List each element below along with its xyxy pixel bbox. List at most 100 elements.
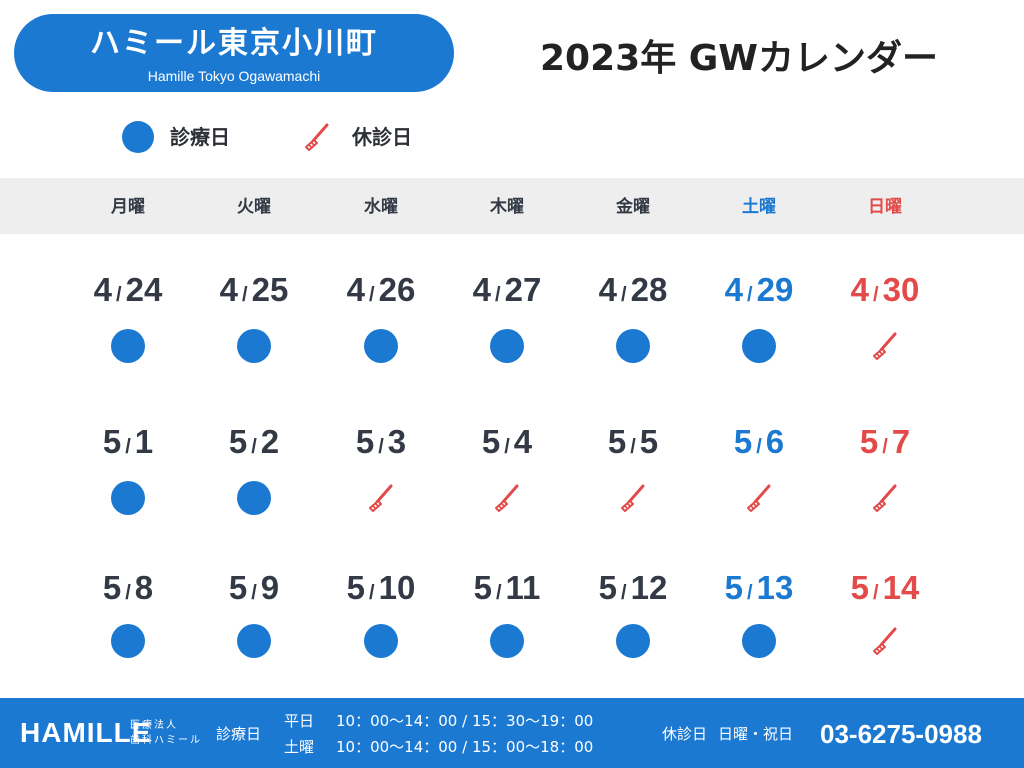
date-separator: / (369, 284, 375, 306)
calendar-date: 4/25 (189, 270, 319, 315)
date-day: 30 (882, 271, 920, 308)
open-day-dot-icon (237, 624, 271, 658)
date-month: 5 (598, 569, 618, 606)
open-day-dot-icon (616, 329, 650, 363)
calendar-date: 5/12 (568, 568, 698, 613)
date-day: 26 (378, 271, 416, 308)
date-separator: / (378, 436, 384, 458)
calendar-date: 5/10 (316, 568, 446, 613)
toothbrush-icon (369, 484, 393, 512)
date-separator: / (251, 436, 257, 458)
date-month: 5 (481, 423, 501, 460)
open-day-dot-icon (742, 329, 776, 363)
weekday-label: 火曜 (237, 197, 271, 217)
corp-line-2: 歯科ハミール (130, 735, 202, 746)
weekday-hours-label: 平日 (284, 712, 315, 730)
date-day: 6 (765, 423, 785, 460)
calendar-date: 5/11 (442, 568, 572, 613)
date-day: 3 (387, 423, 407, 460)
date-day: 25 (251, 271, 289, 308)
open-day-dot-icon (364, 329, 398, 363)
date-separator: / (116, 284, 122, 306)
weekday-label: 土曜 (742, 197, 776, 217)
footer-corp: 医療法人 歯科ハミール (130, 718, 202, 748)
saturday-hours: 10：00〜14：00 / 15：00〜18：00 (336, 738, 594, 756)
date-month: 5 (733, 423, 753, 460)
weekday-hours: 10：00〜14：00 / 15：30〜19：00 (336, 712, 594, 730)
date-separator: / (747, 582, 753, 604)
calendar-date: 4/28 (568, 270, 698, 315)
weekday-label: 水曜 (364, 197, 398, 217)
date-day: 1 (134, 423, 154, 460)
open-day-dot-icon (742, 624, 776, 658)
open-day-dot-icon (111, 481, 145, 515)
legend-closed-label: 休診日 (352, 125, 412, 149)
date-month: 5 (850, 569, 870, 606)
date-day: 8 (134, 569, 154, 606)
weekday-label: 金曜 (616, 197, 650, 217)
holiday-label: 休診日 (662, 725, 708, 743)
toothbrush-icon (747, 484, 771, 512)
clinic-name: ハミール東京小川町 (90, 26, 378, 61)
toothbrush-icon (873, 484, 897, 512)
open-day-dot-icon (237, 329, 271, 363)
corp-line-1: 医療法人 (130, 720, 178, 731)
date-day: 27 (504, 271, 542, 308)
open-day-dot-icon (490, 624, 524, 658)
date-separator: / (873, 582, 879, 604)
date-separator: / (873, 284, 879, 306)
toothbrush-icon (495, 484, 519, 512)
date-separator: / (747, 284, 753, 306)
calendar-date: 4/30 (820, 270, 950, 315)
date-month: 5 (724, 569, 744, 606)
date-separator: / (251, 582, 257, 604)
calendar-date: 5/9 (189, 568, 319, 613)
date-day: 24 (125, 271, 163, 308)
calendar-date: 4/26 (316, 270, 446, 315)
page-title: 2023年 GWカレンダー (540, 38, 938, 79)
date-day: 2 (260, 423, 280, 460)
clinic-name-en: Hamille Tokyo Ogawamachi (147, 68, 321, 84)
date-month: 5 (102, 569, 122, 606)
weekday-label: 月曜 (111, 197, 145, 217)
open-day-dot-icon (122, 121, 154, 153)
date-month: 4 (219, 271, 239, 308)
date-day: 29 (756, 271, 794, 308)
date-month: 5 (473, 569, 492, 606)
calendar-date: 4/29 (694, 270, 824, 315)
calendar-date: 5/3 (316, 422, 446, 467)
clinic-name-badge: ハミール東京小川町 Hamille Tokyo Ogawamachi (14, 14, 454, 92)
date-month: 5 (346, 569, 366, 606)
calendar-date: 5/13 (694, 568, 824, 613)
open-day-dot-icon (490, 329, 524, 363)
date-month: 5 (102, 423, 122, 460)
calendar-date: 5/14 (820, 568, 950, 613)
weekday-header-band (0, 178, 1024, 234)
date-day: 5 (639, 423, 659, 460)
date-month: 5 (355, 423, 375, 460)
date-separator: / (369, 582, 375, 604)
open-day-dot-icon (111, 329, 145, 363)
legend-open-label: 診療日 (170, 125, 230, 149)
date-month: 5 (859, 423, 879, 460)
date-separator: / (242, 284, 248, 306)
date-separator: / (621, 284, 627, 306)
weekday-label: 木曜 (490, 197, 524, 217)
calendar-date: 5/2 (189, 422, 319, 467)
toothbrush-icon (873, 332, 897, 360)
saturday-hours-label: 土曜 (284, 738, 315, 756)
date-month: 5 (228, 569, 248, 606)
date-day: 10 (378, 569, 416, 606)
date-separator: / (621, 582, 627, 604)
calendar-date: 5/8 (63, 568, 193, 613)
date-month: 4 (598, 271, 618, 308)
date-separator: / (504, 436, 510, 458)
date-day: 12 (630, 569, 668, 606)
date-month: 5 (607, 423, 627, 460)
calendar-date: 5/4 (442, 422, 572, 467)
date-separator: / (125, 436, 131, 458)
toothbrush-icon (873, 627, 897, 655)
open-day-dot-icon (111, 624, 145, 658)
calendar-date: 4/27 (442, 270, 572, 315)
hours-label: 診療日 (216, 725, 262, 743)
